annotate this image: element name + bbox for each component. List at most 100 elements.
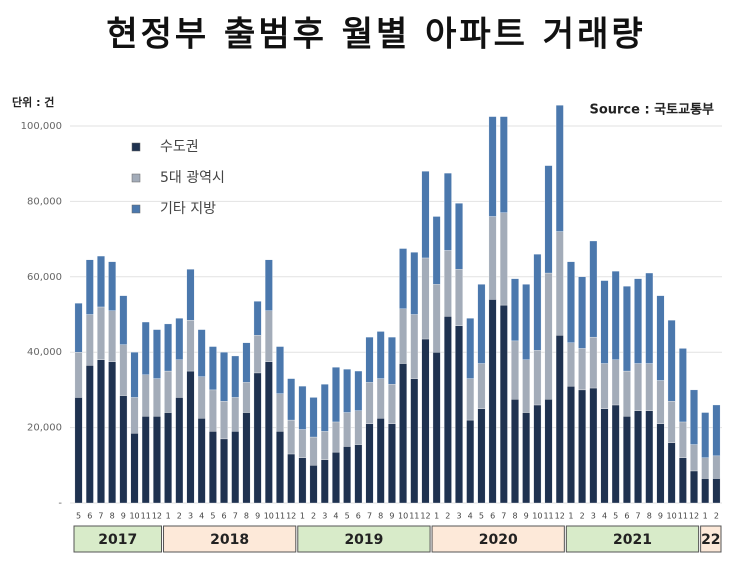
x-tick-label: 5 xyxy=(613,512,618,521)
bar-segment xyxy=(354,370,363,411)
x-tick-label: 1 xyxy=(703,512,708,521)
bar-segment xyxy=(432,352,441,504)
legend-label: 5대 광역시 xyxy=(160,170,225,186)
year-box xyxy=(163,525,297,553)
bar-segment xyxy=(209,389,217,432)
bar-segment xyxy=(634,363,642,411)
bar-segment xyxy=(376,418,385,504)
bar-segment xyxy=(533,254,542,351)
bar-segment xyxy=(153,416,161,504)
bar-segment xyxy=(186,370,195,504)
bar-segment xyxy=(320,431,329,460)
x-tick-label: 10 xyxy=(264,512,274,521)
bar-segment xyxy=(119,295,128,345)
bar-segment xyxy=(555,335,564,504)
x-tick-label: 4 xyxy=(602,512,607,521)
bar-segment xyxy=(589,336,598,389)
bar-segment xyxy=(667,442,676,504)
bar-segment xyxy=(690,444,698,472)
bar-segment xyxy=(197,376,206,419)
bar-segment xyxy=(164,370,172,413)
bar-segment xyxy=(667,401,676,443)
bar-segment xyxy=(298,457,307,504)
bar-segment xyxy=(376,331,385,379)
bar-segment xyxy=(533,404,542,504)
bar-segment xyxy=(365,336,374,383)
bar-segment xyxy=(399,308,407,364)
legend-label: 수도권 xyxy=(160,139,199,155)
bar-segment xyxy=(656,295,665,381)
bar-segment xyxy=(320,459,329,504)
bar-segment xyxy=(410,378,419,504)
bar-segment xyxy=(264,259,273,311)
x-tick-label: 11 xyxy=(409,512,419,521)
x-tick-label: 9 xyxy=(524,512,529,521)
bar-segment xyxy=(645,410,654,504)
bar-segment xyxy=(399,363,407,504)
bar-segment xyxy=(130,352,139,398)
bar-segment xyxy=(220,401,228,440)
bar-segment xyxy=(141,374,150,417)
bar-segment xyxy=(444,250,452,317)
bar-segment xyxy=(488,216,497,300)
x-tick-label: 7 xyxy=(636,512,641,521)
x-tick-label: 10 xyxy=(667,512,677,521)
source: Source : 국토교통부 xyxy=(589,103,714,118)
bar-segment xyxy=(209,346,217,391)
bar-segment xyxy=(253,301,262,336)
x-tick-label: 5 xyxy=(210,512,215,521)
bar-segment xyxy=(74,352,83,398)
year-label: 2019 xyxy=(344,532,383,548)
bar-segment xyxy=(488,116,497,217)
x-tick-label: 11 xyxy=(141,512,151,521)
bar-segment xyxy=(253,372,262,504)
bar-segment xyxy=(197,329,206,377)
bar-segment xyxy=(332,451,340,504)
bar-segment xyxy=(690,389,698,445)
bar-segment xyxy=(455,269,463,326)
bar-segment xyxy=(108,310,117,362)
bar-segment xyxy=(455,325,463,504)
bar-segment xyxy=(231,355,240,398)
y-tick-label: 40,000 xyxy=(27,347,62,358)
x-tick-label: 2 xyxy=(445,512,450,521)
bar-segment xyxy=(309,436,318,466)
year-box xyxy=(565,525,700,553)
bar-segment xyxy=(332,367,340,423)
bar-segment xyxy=(197,418,206,504)
bar-segment xyxy=(276,431,284,504)
bar-segment xyxy=(242,382,251,413)
bar-segment xyxy=(343,412,351,447)
bar-segment xyxy=(309,465,318,504)
bar-segment xyxy=(499,304,508,504)
y-tick-label: - xyxy=(58,498,62,509)
bar-segment xyxy=(444,316,452,504)
bar-segment xyxy=(678,348,687,423)
bar-segment xyxy=(522,284,531,360)
bar-segment xyxy=(141,416,150,504)
year-box xyxy=(73,525,163,553)
x-tick-label: 9 xyxy=(389,512,394,521)
bar-segment xyxy=(477,408,486,504)
bar-segment xyxy=(376,378,385,419)
bar-segment xyxy=(97,306,105,360)
bar-segment xyxy=(567,261,575,343)
bar-segment xyxy=(623,370,631,417)
x-tick-label: 2 xyxy=(177,512,182,521)
bar-segment xyxy=(555,105,564,232)
x-tick-label: 1 xyxy=(300,512,305,521)
bar-segment xyxy=(600,363,609,409)
bar-segment xyxy=(466,318,475,379)
bar-segment xyxy=(209,431,217,504)
bar-segment xyxy=(511,340,519,400)
x-tick-label: 6 xyxy=(87,512,92,521)
x-tick-label: 10 xyxy=(398,512,408,521)
y-tick-label: 100,000 xyxy=(21,121,62,132)
x-tick-label: 4 xyxy=(199,512,204,521)
bar-segment xyxy=(231,431,240,504)
bar-segment xyxy=(309,397,318,438)
bar-segment xyxy=(399,248,407,309)
bar-segment xyxy=(499,116,508,213)
x-tick-label: 1 xyxy=(568,512,573,521)
bar-segment xyxy=(175,359,184,398)
